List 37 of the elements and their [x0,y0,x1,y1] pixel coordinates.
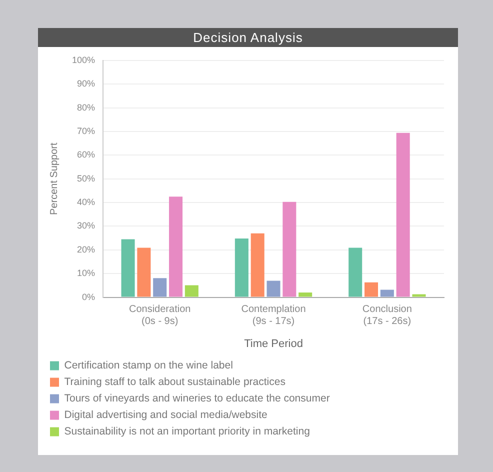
y-tick-label: 0% [82,292,96,302]
y-tick-label: 30% [77,220,96,231]
bar [153,278,167,297]
legend-label: Digital advertising and social media/website [64,409,268,422]
y-tick-label: 10% [77,268,96,278]
bar [234,238,248,297]
y-tick-label: 80% [77,102,96,112]
bar [412,294,426,297]
legend-label: Training staff to talk about sustainable practices [64,376,286,388]
bar [184,285,198,297]
bar [169,196,183,297]
bar [396,132,410,297]
legend-label: Sustainability is not an important priority in marketing [64,426,310,438]
x-axis-title: Time Period [244,338,303,350]
y-tick-label: 40% [77,197,96,208]
bar [364,282,378,297]
bar [250,233,264,297]
x-tick-label: Conclusion (17s - 26s) [362,304,412,328]
y-tick-label: 70% [77,126,96,136]
legend-label: Tours of vineyards and wineries to educate the consumer [64,392,330,405]
bar [348,248,362,297]
legend-label: Certification stamp on the wine label [64,360,233,372]
y-axis-title: Percent Support [48,142,60,215]
y-tick-label: 50% [77,173,96,184]
y-tick-label: 20% [77,244,96,254]
y-tick-label: 90% [77,78,96,89]
bar [266,280,280,297]
bar [121,239,135,297]
chart-title: Decision Analysis [38,28,458,47]
x-tick-label: Consideration (0s - 9s) [128,304,191,328]
bar [282,202,296,297]
bar [380,290,394,297]
bar [137,248,151,297]
x-tick-label: Contemplation (9s - 17s) [241,304,306,328]
y-tick-label: 100% [72,54,96,65]
y-tick-label: 60% [77,150,96,160]
bar [298,292,312,297]
